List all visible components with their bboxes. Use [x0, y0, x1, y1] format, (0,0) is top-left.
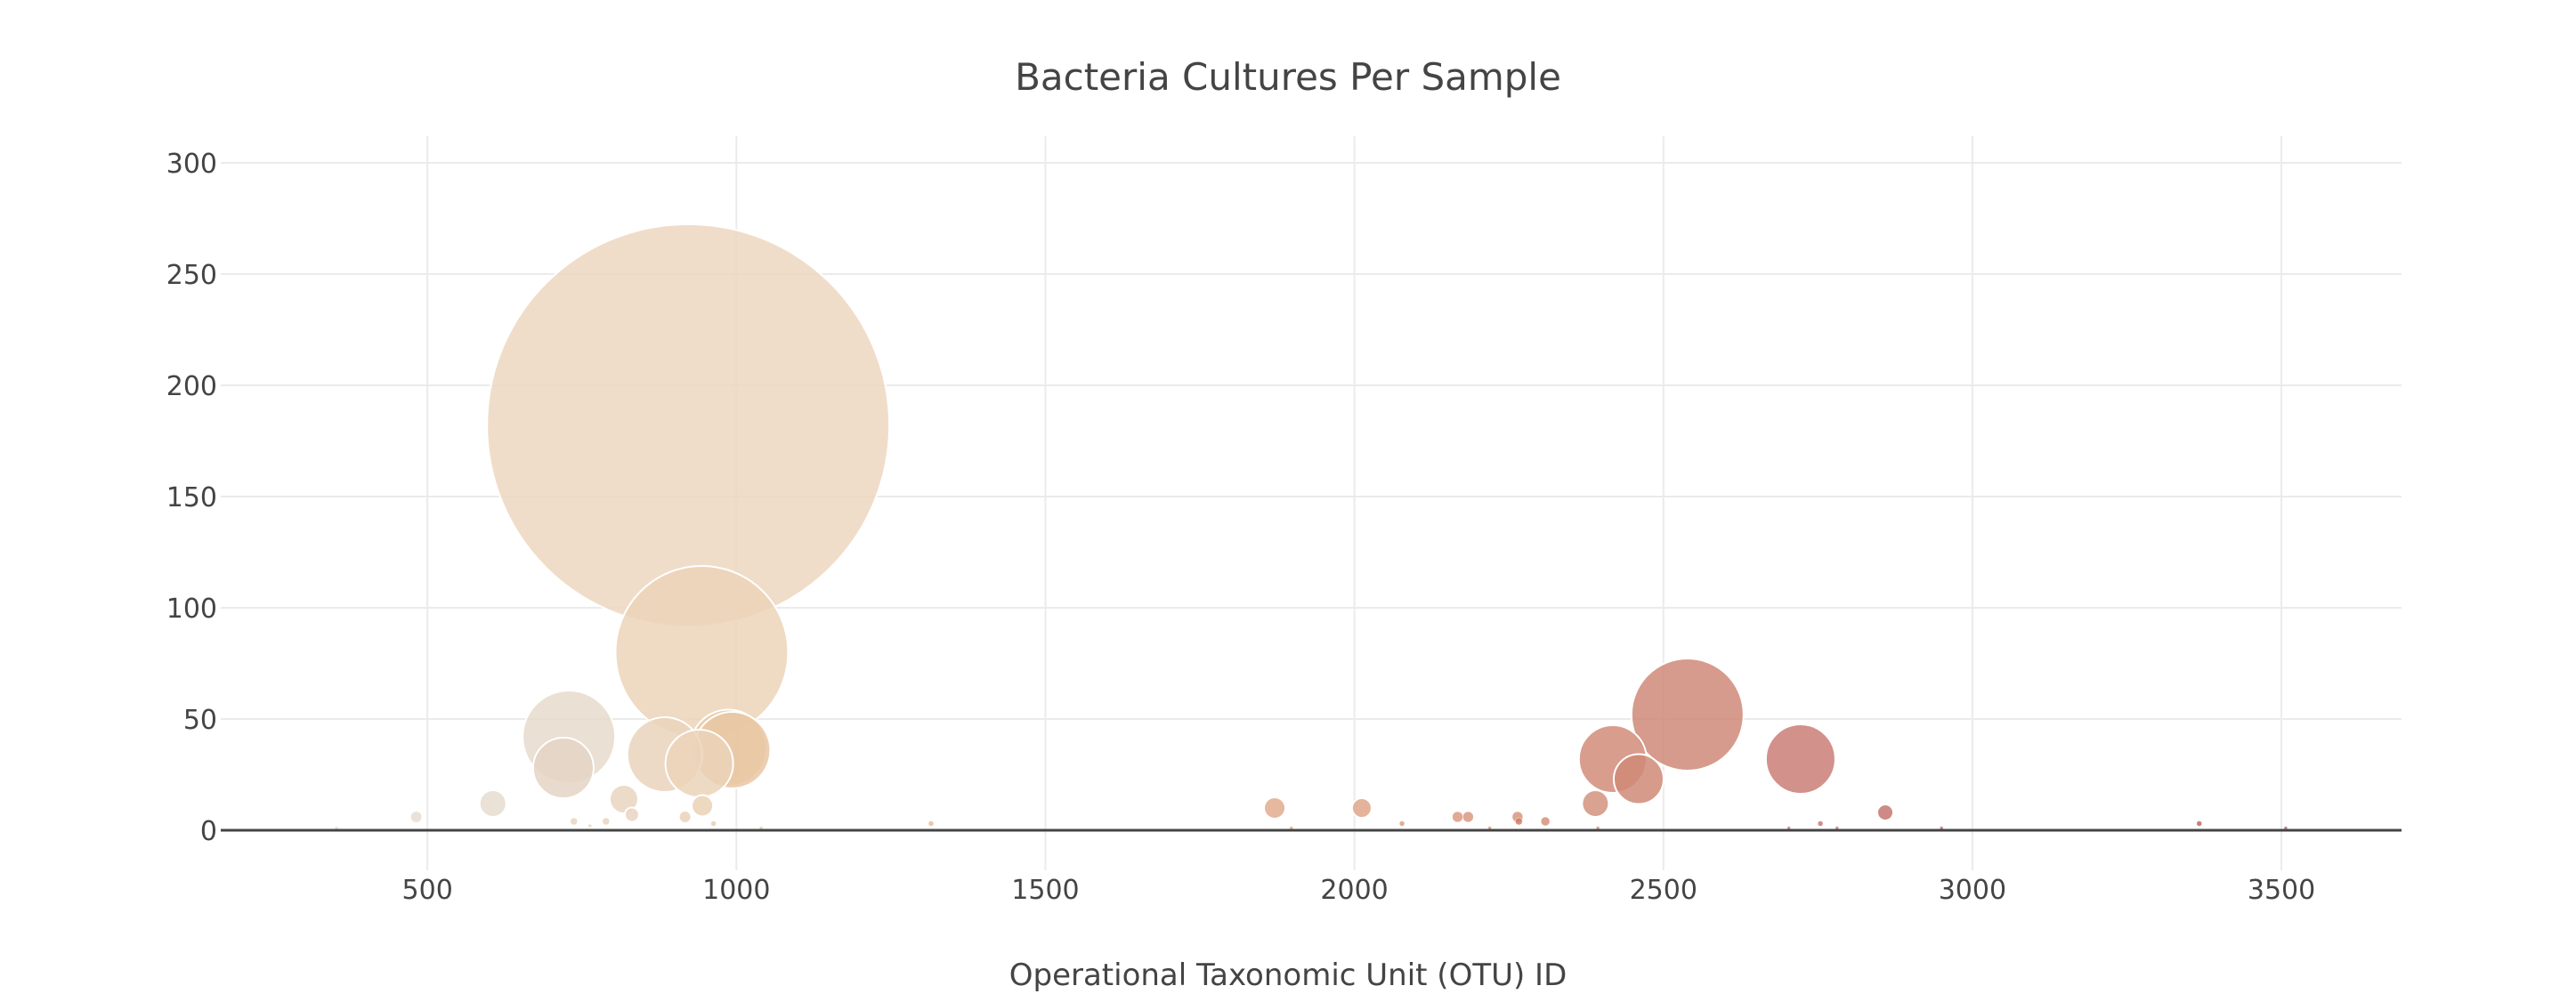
data-bubble[interactable]	[1515, 817, 1523, 826]
chart-title: Bacteria Cultures Per Sample	[1015, 55, 1561, 99]
data-bubble[interactable]	[677, 810, 693, 824]
x-axis-title: Operational Taxonomic Unit (OTU) ID	[1009, 958, 1567, 993]
y-tick-label: 0	[200, 816, 217, 847]
axis-ticks: 500 1000 1500 2000 2500 3000 3500 0 50 100 150 200 2…	[166, 149, 2315, 906]
data-bubble[interactable]	[1817, 820, 1824, 827]
y-tick-label: 250	[166, 260, 217, 291]
y-tick-label: 150	[166, 482, 217, 513]
data-bubble[interactable]	[2196, 820, 2202, 827]
x-tick-label: 2000	[1320, 875, 1388, 906]
data-bubble[interactable]	[1350, 797, 1373, 819]
data-bubble[interactable]	[928, 820, 935, 827]
data-bubble[interactable]	[1462, 811, 1474, 823]
x-tick-label: 3500	[2248, 875, 2315, 906]
data-bubble[interactable]	[602, 817, 611, 826]
y-tick-label: 50	[183, 705, 217, 736]
x-tick-label: 1500	[1011, 875, 1079, 906]
data-bubble[interactable]	[1263, 796, 1287, 820]
data-bubble[interactable]	[1452, 811, 1463, 823]
data-bubble[interactable]	[623, 806, 640, 823]
data-bubble[interactable]	[1876, 804, 1895, 821]
data-bubble[interactable]	[1764, 723, 1836, 795]
x-tick-label: 1000	[702, 875, 770, 906]
data-bubble[interactable]	[710, 820, 717, 827]
x-tick-label: 3000	[1939, 875, 2006, 906]
data-bubble[interactable]	[1612, 753, 1665, 805]
data-bubble[interactable]	[409, 810, 424, 824]
data-bubble[interactable]	[587, 823, 593, 828]
data-bubble[interactable]	[1540, 816, 1551, 827]
data-bubble[interactable]	[570, 817, 578, 826]
data-bubble[interactable]	[1398, 820, 1405, 827]
data-bubble[interactable]	[1630, 658, 1745, 772]
x-tick-label: 500	[402, 875, 453, 906]
data-bubble[interactable]	[664, 729, 734, 798]
data-bubble[interactable]	[614, 565, 790, 739]
data-bubble[interactable]	[478, 789, 507, 818]
y-tick-label: 300	[166, 149, 217, 180]
y-tick-label: 200	[166, 371, 217, 402]
x-tick-label: 2500	[1630, 875, 1697, 906]
bubble-series[interactable]	[334, 223, 2288, 830]
data-bubble[interactable]	[608, 784, 639, 814]
data-bubble[interactable]	[531, 737, 595, 799]
data-bubble[interactable]	[1581, 789, 1610, 818]
data-bubble[interactable]	[691, 794, 715, 818]
y-tick-label: 100	[166, 594, 217, 625]
